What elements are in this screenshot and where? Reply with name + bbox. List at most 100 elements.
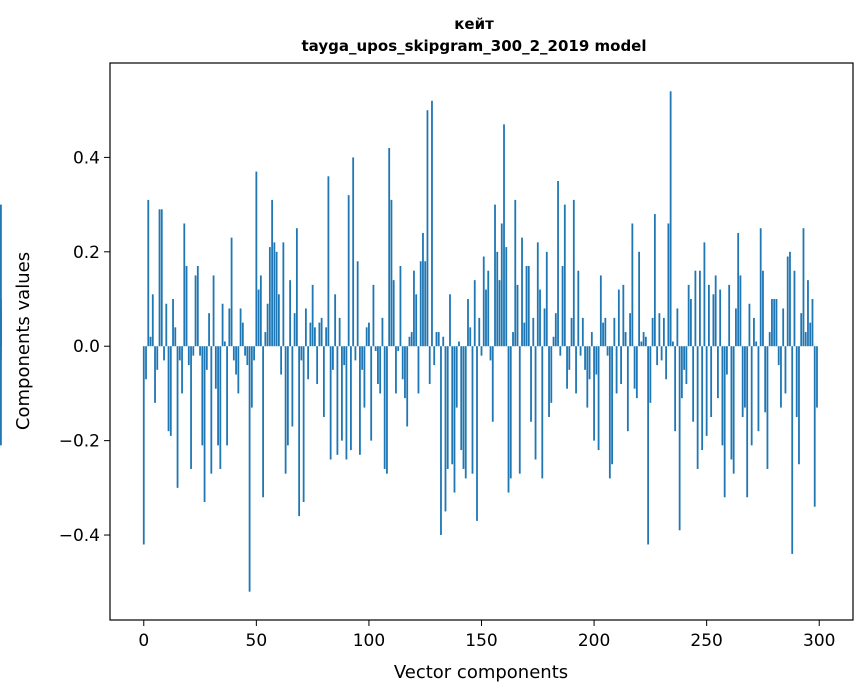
- bar-135: [446, 346, 449, 469]
- bar-120: [413, 270, 415, 347]
- bar-211: [617, 289, 620, 347]
- bar-81: [325, 327, 328, 347]
- bar-190: [570, 317, 573, 347]
- bar-25: [199, 346, 201, 356]
- bar-212: [620, 346, 622, 384]
- chart-title-line-1: кейт: [454, 15, 494, 33]
- bar-105: [379, 346, 382, 394]
- bar-209: [613, 317, 616, 347]
- bar-274: [759, 228, 762, 347]
- bar-218: [633, 346, 636, 389]
- bar-251: [708, 284, 710, 347]
- bar-96: [359, 346, 361, 455]
- bar-151: [482, 256, 485, 347]
- bar-224: [647, 346, 650, 545]
- bar-170: [525, 265, 528, 347]
- bar-164: [512, 332, 514, 347]
- bar-207: [608, 346, 611, 479]
- x-tick-label: 200: [578, 631, 610, 651]
- bar-148: [476, 346, 478, 521]
- bar-236: [674, 346, 677, 432]
- bar-17: [181, 346, 183, 394]
- bar-146: [471, 346, 474, 474]
- bar-180: [548, 346, 550, 418]
- bar-201: [595, 346, 598, 375]
- bar-260: [728, 284, 731, 347]
- bar-75: [311, 284, 314, 347]
- bar-137: [451, 346, 454, 465]
- bar-92: [350, 346, 352, 451]
- bar-186: [561, 265, 564, 347]
- bar-49: [253, 346, 255, 361]
- bar-235: [671, 341, 674, 347]
- bar-205: [604, 317, 607, 347]
- bar-200: [593, 346, 595, 441]
- bar-196: [584, 346, 586, 370]
- bar-27: [203, 346, 206, 502]
- bar-131: [437, 332, 440, 347]
- bar-97: [361, 346, 364, 370]
- x-tick-label: 250: [690, 631, 722, 651]
- bar-54: [264, 332, 267, 347]
- bar-153: [487, 270, 490, 347]
- bar-144: [467, 299, 469, 347]
- bar-194: [579, 346, 582, 356]
- bar-204: [602, 322, 604, 347]
- bar-292: [800, 313, 803, 347]
- bar-55: [266, 303, 269, 347]
- bar-181: [550, 346, 553, 403]
- bar-52: [259, 275, 262, 347]
- bar-38: [228, 308, 231, 347]
- bar-243: [689, 299, 692, 347]
- bar-undefined: [0, 308, 2, 347]
- bar-245: [694, 270, 697, 347]
- bar-253: [712, 294, 715, 347]
- bar-14: [174, 327, 177, 347]
- bar-63: [284, 346, 287, 474]
- bar-287: [789, 251, 791, 347]
- bar-166: [516, 284, 519, 347]
- bar-215: [626, 346, 629, 432]
- bar-60: [277, 294, 280, 347]
- bar-22: [192, 346, 195, 356]
- bar-299: [816, 346, 818, 408]
- bar-39: [230, 237, 233, 347]
- bar-28: [205, 346, 208, 370]
- bar-33: [217, 346, 219, 446]
- bar-107: [383, 346, 386, 469]
- bar-175: [536, 242, 539, 347]
- bar-51: [257, 289, 260, 347]
- bar-199: [590, 332, 593, 347]
- bar-87: [338, 317, 341, 347]
- bar-7: [158, 209, 161, 347]
- bar-149: [478, 317, 481, 347]
- bar-15: [176, 346, 179, 488]
- bar-112: [395, 346, 397, 394]
- bar-248: [701, 346, 704, 451]
- bar-13: [172, 299, 174, 347]
- bar-26: [201, 346, 204, 446]
- bar-36: [223, 341, 226, 347]
- bar-230: [660, 346, 663, 361]
- bar-159: [500, 223, 503, 347]
- bar-127: [428, 346, 431, 384]
- bar-128: [431, 100, 433, 347]
- x-axis-label: Vector components: [394, 662, 568, 683]
- bar-89: [343, 346, 346, 366]
- bar-108: [386, 346, 388, 474]
- bar-283: [780, 346, 782, 408]
- bar-258: [723, 346, 726, 498]
- bar-31: [212, 275, 215, 347]
- bar-3: [149, 336, 152, 347]
- bar-125: [424, 261, 427, 347]
- bar-76: [313, 327, 316, 347]
- bar-241: [685, 346, 688, 384]
- bar-154: [489, 346, 492, 361]
- bar-86: [336, 346, 339, 455]
- bar-102: [372, 284, 375, 347]
- bar-59: [275, 251, 278, 347]
- plot-frame: [109, 62, 854, 621]
- bar-143: [464, 346, 467, 479]
- bar-1: [145, 346, 147, 380]
- bar-141: [460, 346, 463, 451]
